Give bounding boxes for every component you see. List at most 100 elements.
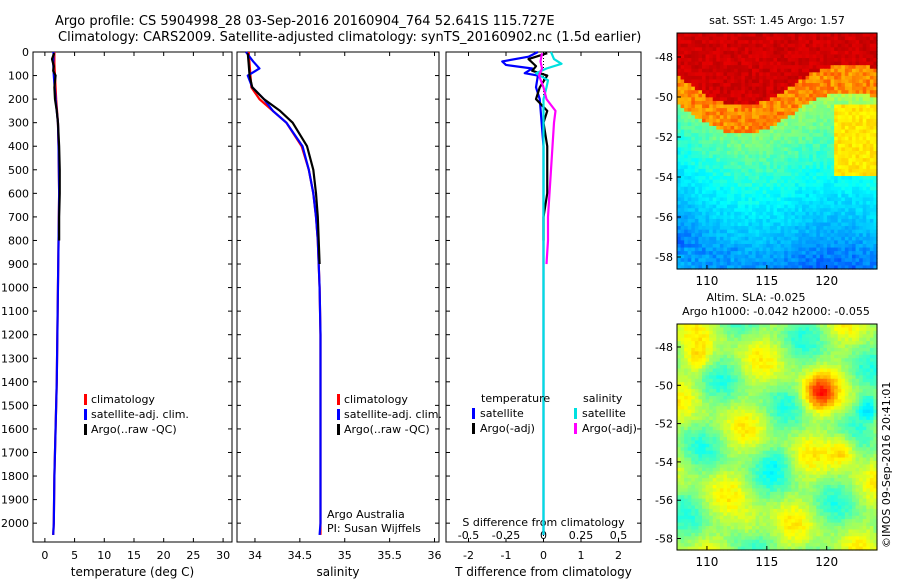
map-cell bbox=[862, 118, 867, 123]
map-cell bbox=[737, 161, 742, 166]
map-cell bbox=[741, 58, 746, 63]
map-cell bbox=[837, 65, 842, 70]
map-cell bbox=[827, 254, 832, 259]
map-cell bbox=[859, 161, 864, 166]
map-cell bbox=[859, 261, 864, 267]
map-cell bbox=[852, 251, 857, 256]
map-cell bbox=[855, 90, 860, 95]
map-cell bbox=[755, 351, 760, 356]
map-cell bbox=[744, 179, 750, 184]
map-cell bbox=[723, 330, 728, 335]
map-cell bbox=[702, 151, 707, 156]
map-cell bbox=[684, 361, 689, 366]
map-cell bbox=[869, 204, 875, 209]
map-cell bbox=[769, 243, 775, 249]
map-cell bbox=[744, 218, 750, 224]
map-cell bbox=[677, 247, 682, 252]
map-cell bbox=[769, 165, 775, 170]
map-cell bbox=[723, 240, 728, 245]
map-cell bbox=[866, 243, 871, 249]
map-cell bbox=[716, 251, 721, 256]
map-cell bbox=[805, 86, 810, 91]
map-cell bbox=[784, 83, 789, 88]
map-cell bbox=[823, 136, 828, 141]
map-cell bbox=[741, 158, 746, 163]
map-cell bbox=[819, 334, 825, 339]
map-cell bbox=[855, 122, 860, 127]
map-cell bbox=[862, 226, 867, 231]
map-cell bbox=[691, 83, 696, 88]
map-cell bbox=[712, 254, 717, 259]
map-cell bbox=[816, 327, 821, 332]
map-cell bbox=[805, 208, 810, 213]
map-cell bbox=[730, 75, 735, 81]
map-cell bbox=[848, 361, 853, 366]
map-cell bbox=[794, 83, 800, 88]
map-cell bbox=[794, 330, 800, 335]
map-cell bbox=[759, 371, 764, 376]
map-cell bbox=[744, 122, 750, 127]
map-cell bbox=[798, 347, 803, 352]
map-cell bbox=[677, 68, 682, 73]
map-cell bbox=[687, 115, 692, 120]
map-cell bbox=[691, 226, 696, 231]
map-cell bbox=[866, 36, 871, 41]
map-cell bbox=[766, 90, 771, 95]
map-cell bbox=[837, 143, 842, 149]
map-cell bbox=[823, 236, 828, 241]
map-cell bbox=[755, 183, 760, 188]
map-cell bbox=[719, 236, 725, 241]
map-cell bbox=[848, 358, 853, 363]
map-cell bbox=[791, 58, 796, 63]
map-cell bbox=[859, 378, 864, 383]
map-cell bbox=[677, 365, 682, 370]
map-cell bbox=[859, 365, 864, 370]
map-cell bbox=[680, 354, 685, 359]
map-cell bbox=[752, 54, 757, 59]
map-cell bbox=[705, 147, 710, 152]
map-cell bbox=[802, 354, 807, 359]
map-cell bbox=[798, 222, 803, 227]
map-cell bbox=[787, 183, 792, 188]
map-cell bbox=[730, 83, 735, 88]
map-cell bbox=[691, 50, 696, 56]
map-cell bbox=[823, 341, 828, 346]
map-cell bbox=[844, 226, 850, 231]
map-cell bbox=[698, 193, 703, 199]
map-cell bbox=[805, 197, 810, 202]
map-cell bbox=[844, 100, 850, 106]
map-cell bbox=[759, 243, 764, 249]
map-cell bbox=[866, 204, 871, 209]
map-cell bbox=[698, 176, 703, 181]
map-cell bbox=[841, 190, 846, 195]
map-cell bbox=[780, 201, 785, 206]
map-cell bbox=[687, 158, 692, 163]
map-cell bbox=[680, 140, 685, 145]
map-cell bbox=[727, 104, 732, 109]
map-cell bbox=[873, 183, 878, 188]
map-cell bbox=[712, 43, 717, 48]
map-cell bbox=[841, 211, 846, 216]
map-cell bbox=[784, 215, 789, 220]
map-cell bbox=[730, 161, 735, 166]
map-cell bbox=[866, 361, 871, 366]
map-cell bbox=[866, 371, 871, 376]
map-cell bbox=[780, 36, 785, 41]
map-cell bbox=[694, 358, 700, 363]
map-cell bbox=[741, 371, 746, 376]
map-cell bbox=[719, 215, 725, 220]
map-cell bbox=[730, 197, 735, 202]
map-cell bbox=[816, 334, 821, 339]
map-cell bbox=[830, 341, 835, 346]
map-cell bbox=[723, 186, 728, 191]
map-cell bbox=[869, 58, 875, 63]
map-cell bbox=[784, 334, 789, 339]
map-cell bbox=[716, 111, 721, 116]
map-cell bbox=[773, 378, 778, 383]
map-cell bbox=[694, 222, 700, 227]
map-cell bbox=[687, 243, 692, 249]
map-cell bbox=[684, 129, 689, 134]
map-cell bbox=[762, 104, 767, 109]
map-cell bbox=[759, 385, 764, 390]
map-cell bbox=[734, 243, 739, 249]
